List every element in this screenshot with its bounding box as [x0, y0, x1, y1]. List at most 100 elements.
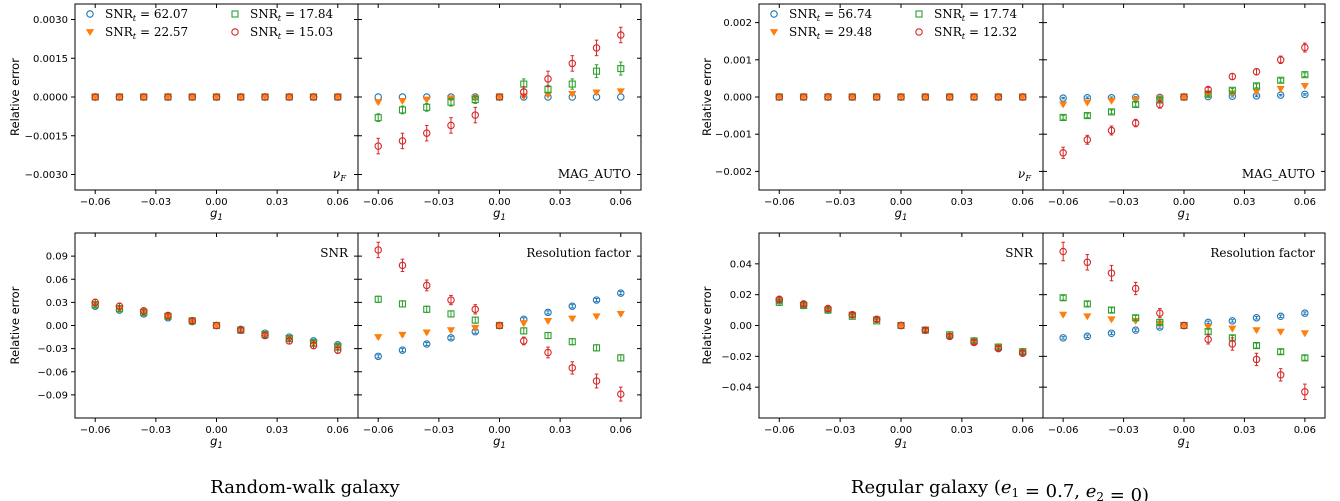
x-tick-label: 0.00: [890, 425, 912, 436]
data-point: [471, 324, 480, 332]
legend-entry: SNRt = 12.32: [934, 25, 1017, 41]
data-point: [616, 88, 625, 96]
data-point: [921, 326, 930, 334]
data-point: [544, 348, 552, 357]
x-tick-label: −0.06: [1048, 197, 1079, 208]
x-tick-label: 0.06: [1012, 197, 1034, 208]
data-point: [1252, 314, 1261, 322]
data-point: [447, 121, 455, 130]
data-point: [374, 246, 382, 254]
data-point: [520, 337, 528, 345]
x-tick-label: 0.03: [1233, 197, 1255, 208]
data-point: [495, 321, 504, 330]
data-point: [1180, 321, 1188, 330]
data-point: [872, 315, 881, 324]
x-tick-label: −0.03: [424, 197, 455, 208]
data-point: [568, 59, 577, 68]
legend-marker: [915, 28, 923, 36]
x-tick-label: 0.06: [610, 425, 632, 436]
data-point: [544, 75, 552, 83]
panel-label: SNR: [1005, 246, 1034, 260]
x-tick-label: −0.03: [141, 197, 172, 208]
data-point: [1228, 325, 1237, 333]
data-point: [1301, 354, 1309, 362]
panel-label: SNR: [320, 246, 349, 260]
data-point: [471, 305, 479, 314]
data-point: [1276, 85, 1285, 93]
series-3: [775, 295, 1027, 357]
y-tick-label: 0.09: [46, 252, 68, 263]
data-point: [848, 93, 857, 101]
data-point: [1276, 371, 1285, 379]
x-tick-label: 0.03: [1233, 425, 1255, 436]
x-tick-label: −0.03: [141, 425, 172, 436]
legend-marker: [770, 10, 778, 18]
series-2: [1059, 294, 1309, 362]
data-point: [1301, 43, 1309, 52]
data-point: [1204, 324, 1213, 332]
data-point: [520, 88, 528, 96]
data-point: [1228, 86, 1236, 94]
data-point: [495, 93, 504, 101]
y-tick-label: 0.00: [730, 321, 752, 332]
y-tick-label: 0.0000: [33, 93, 68, 104]
x-tick-label: −0.06: [363, 197, 394, 208]
data-point: [1107, 329, 1116, 337]
data-point: [1107, 108, 1116, 116]
data-point: [447, 310, 455, 318]
data-point: [1107, 269, 1116, 277]
y-tick-label: −0.03: [37, 344, 68, 355]
data-point: [945, 332, 954, 341]
data-point: [446, 327, 456, 335]
panel-left-bottom-1: −0.06 −0.03 0.00 0.03 0.06 g1 Resolution facto…: [357, 232, 642, 450]
series-2: [374, 295, 625, 362]
series-1: [1059, 311, 1309, 338]
data-point: [1252, 341, 1261, 350]
data-point: [91, 298, 99, 307]
y-tick-label: −0.0015: [25, 131, 68, 142]
data-point: [398, 331, 407, 339]
series-2: [1059, 71, 1309, 122]
data-point: [1083, 99, 1092, 107]
x-axis-label: g1: [1178, 206, 1191, 222]
data-point: [1059, 94, 1067, 102]
y-axis-label: Relative error: [8, 286, 22, 364]
data-point: [592, 67, 601, 75]
y-axis-label: Relative error: [700, 286, 714, 364]
data-point: [374, 295, 382, 303]
data-point: [398, 346, 407, 354]
data-point: [237, 326, 245, 334]
x-tick-label: 0.06: [610, 197, 632, 208]
data-point: [1083, 112, 1091, 120]
legend-marker: [86, 10, 94, 18]
x-tick-label: 0.06: [327, 425, 349, 436]
data-point: [1228, 317, 1237, 325]
x-axis-label: g1: [493, 434, 506, 450]
data-point: [1204, 335, 1212, 344]
x-axis-label: g1: [210, 434, 223, 450]
data-point: [1083, 332, 1092, 341]
x-tick-label: 0.00: [488, 425, 510, 436]
data-point: [1156, 309, 1164, 317]
series-1: [91, 94, 342, 101]
data-point: [1276, 328, 1285, 336]
series-2: [374, 61, 625, 123]
data-point: [1228, 72, 1237, 81]
data-point: [139, 307, 148, 315]
data-point: [1083, 300, 1091, 308]
series-3: [1059, 241, 1309, 400]
series-3: [775, 93, 1027, 101]
legend-marker: [85, 29, 95, 36]
y-tick-label: −0.0030: [25, 170, 68, 181]
data-point: [848, 310, 857, 319]
x-tick-label: 0.03: [266, 425, 288, 436]
data-point: [872, 93, 881, 101]
legend-entry: SNRt = 56.74: [789, 7, 873, 23]
panel-label: MAG_AUTO: [1242, 167, 1315, 181]
data-point: [1059, 334, 1067, 342]
legend-marker: [769, 29, 779, 36]
panel-right-bottom-0: −0.06 −0.03 0.00 0.03 0.06 g1 −0.04 −0.02 0.00 0.…: [700, 232, 1044, 450]
data-point: [334, 346, 342, 354]
legend-entry: SNRt = 62.07: [105, 7, 188, 23]
